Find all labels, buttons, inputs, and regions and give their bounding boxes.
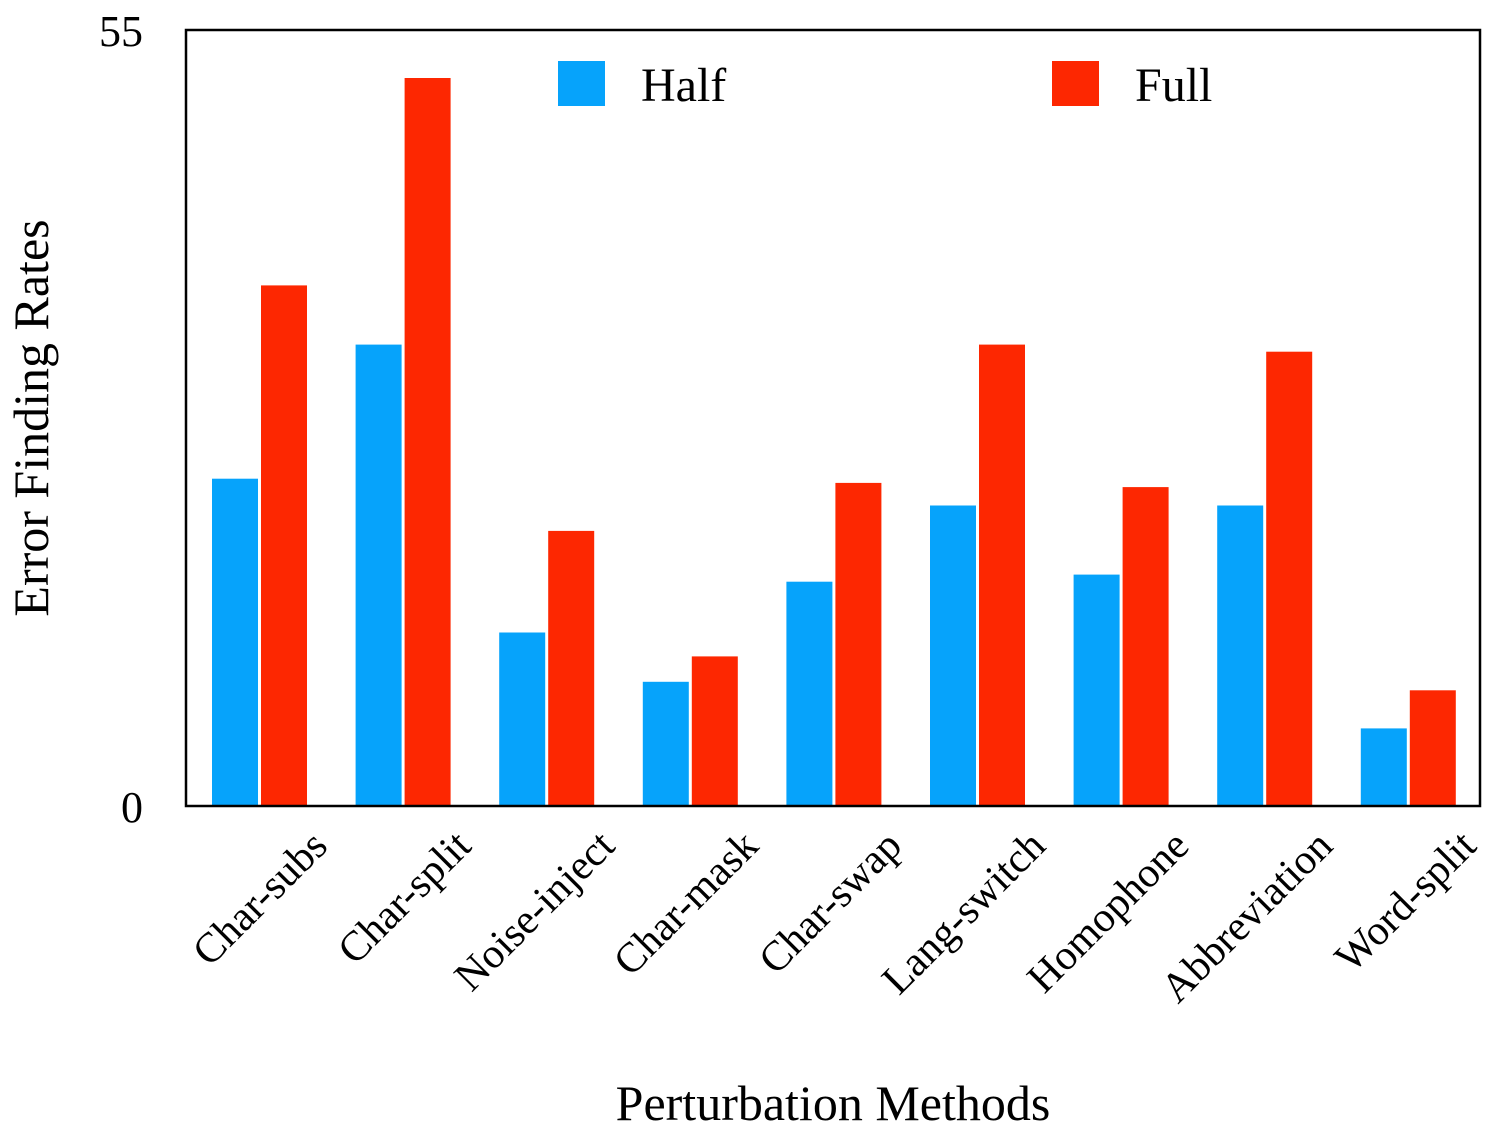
- legend-swatch-full: [1052, 61, 1099, 106]
- x-tick-label: Char-split: [329, 822, 480, 973]
- legend-label-half: Half: [641, 59, 726, 112]
- bar-full-char-swap: [835, 482, 882, 806]
- y-tick-label-max: 55: [99, 7, 143, 56]
- bar-full-char-split: [404, 78, 451, 806]
- x-tick-label: Char-mask: [605, 823, 767, 985]
- bar-half-char-split: [355, 344, 402, 806]
- x-tick-labels: Char-subsChar-splitNoise-injectChar-mask…: [184, 822, 1485, 1011]
- bar-half-char-swap: [786, 581, 833, 806]
- plot-frame: [184, 28, 1482, 808]
- bar-half-homophone: [1073, 574, 1120, 806]
- y-axis-title: Error Finding Rates: [3, 219, 59, 616]
- x-axis-title: Perturbation Methods: [616, 1075, 1051, 1131]
- bar-full-char-subs: [261, 285, 307, 806]
- bar-full-word-split: [1409, 690, 1456, 806]
- bar-full-homophone: [1122, 487, 1169, 806]
- x-tick-label: Char-subs: [184, 823, 336, 975]
- y-tick-label-min: 0: [121, 783, 143, 832]
- bar-half-word-split: [1360, 728, 1407, 806]
- bar-half-noise-inject: [499, 632, 546, 806]
- x-tick-label: Word-split: [1327, 822, 1486, 981]
- legend: Half Full: [558, 59, 1212, 112]
- bar-full-noise-inject: [548, 530, 595, 806]
- bar-full-char-mask: [691, 656, 738, 806]
- bar-half-char-mask: [642, 681, 689, 806]
- legend-label-full: Full: [1135, 59, 1212, 112]
- bars-group: [212, 78, 1456, 806]
- legend-swatch-half: [558, 61, 605, 106]
- bar-half-char-subs: [212, 478, 258, 806]
- bar-half-lang-switch: [930, 505, 976, 806]
- bar-full-lang-switch: [979, 344, 1025, 806]
- bar-full-abbreviation: [1266, 351, 1313, 806]
- bar-half-abbreviation: [1217, 505, 1264, 806]
